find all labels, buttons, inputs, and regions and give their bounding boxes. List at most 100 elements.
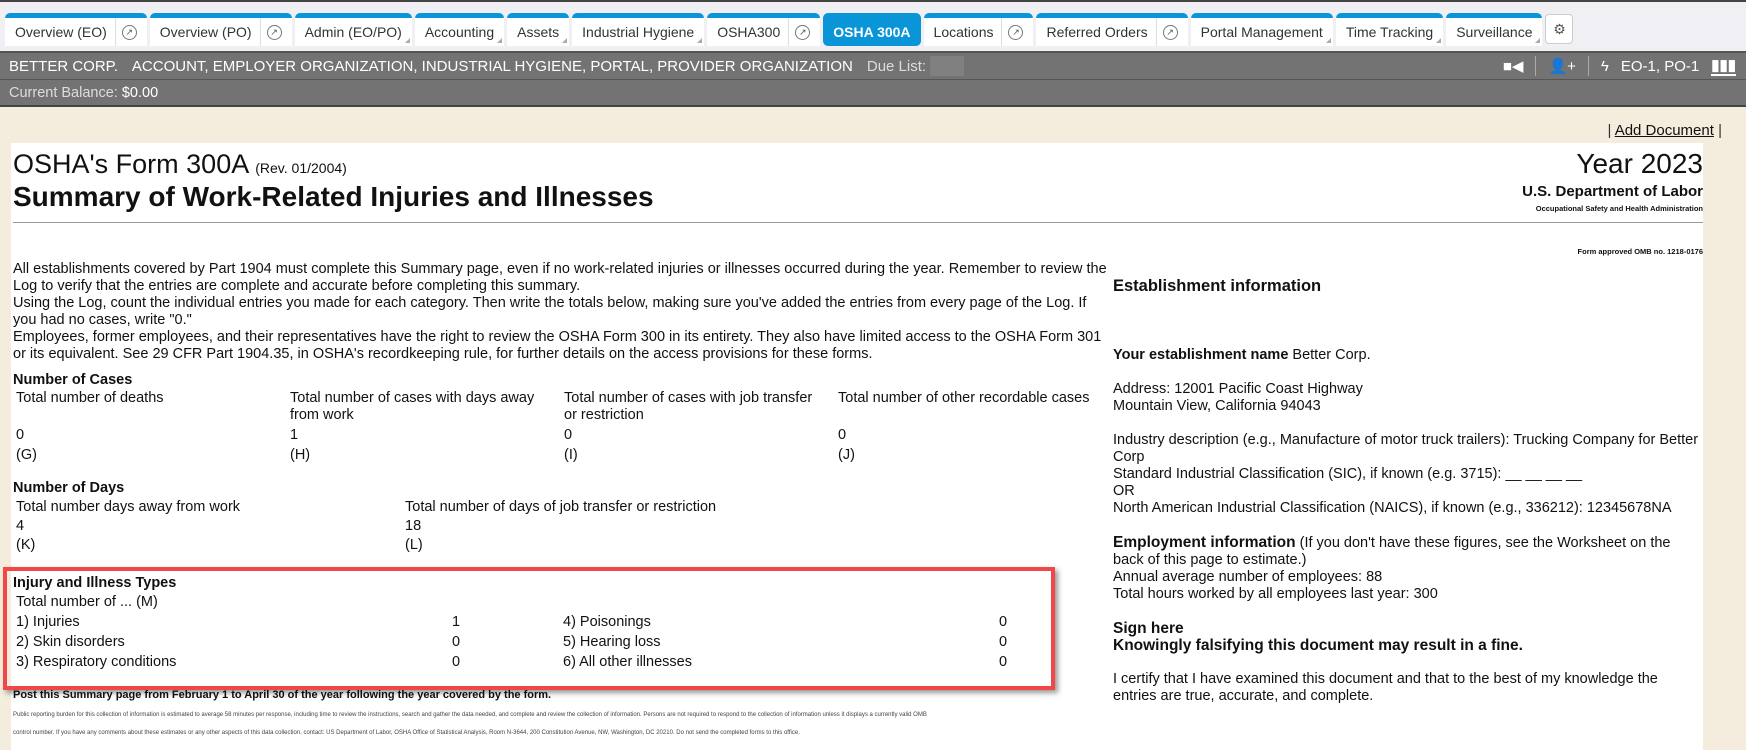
- case-label: Total number of cases with job transfer …: [564, 390, 813, 423]
- days-label: Total number of days of job transfer or …: [405, 499, 717, 515]
- tab-label: Surveillance: [1456, 24, 1533, 40]
- form-rev: (Rev. 01/2004): [255, 160, 347, 176]
- intro-p1: All establishments covered by Part 1904 …: [13, 261, 1107, 294]
- tab-label: Time Tracking: [1345, 24, 1434, 40]
- tab-admin-eo-po[interactable]: Admin (EO/PO): [294, 13, 412, 46]
- type-label: 5) Hearing loss: [563, 634, 661, 650]
- types-grid: 1) Injuries 1 2) Skin disorders 0 3) Respira…: [16, 614, 1046, 674]
- balance-bar: Current Balance: $0.00: [0, 80, 1746, 107]
- est-name-label: Your establishment name: [1113, 347, 1289, 363]
- case-value: 1: [290, 427, 299, 443]
- days-label: Total number days away from work: [16, 499, 241, 515]
- form-year: Year 2023: [1576, 148, 1703, 179]
- post-notice: Post this Summary page from February 1 t…: [13, 689, 552, 701]
- case-value: 0: [838, 427, 847, 443]
- type-value: 0: [999, 634, 1008, 650]
- burden-line-1: Public reporting burden for this collect…: [13, 712, 927, 718]
- type-label: 2) Skin disorders: [16, 634, 125, 650]
- form-300a-panel: OSHA's Form 300A (Rev. 01/2004) Summary …: [11, 143, 1703, 750]
- case-value: 0: [564, 427, 573, 443]
- type-value: 0: [452, 654, 461, 670]
- address-line-2: Mountain View, California 94043: [1113, 398, 1321, 414]
- add-user-icon[interactable]: 👤+: [1548, 58, 1576, 75]
- tab-time-tracking[interactable]: Time Tracking: [1335, 13, 1444, 46]
- sign-heading: Sign here: [1113, 620, 1184, 637]
- case-value: 0: [16, 427, 25, 443]
- falsify-warning: Knowingly falsifying this document may r…: [1113, 637, 1523, 654]
- tab-label: Overview (EO): [15, 24, 107, 40]
- arrow-circle-icon: ↗: [1008, 24, 1024, 40]
- address-line-1: Address: 12001 Pacific Coast Highway: [1113, 381, 1363, 397]
- employee-count: Annual average number of employees: 88: [1113, 569, 1383, 585]
- establishment-info: Your establishment name Better Corp. Add…: [1113, 347, 1703, 705]
- intro-p3: Employees, former employees, and their r…: [13, 329, 1102, 362]
- open-external-icon[interactable]: ↗: [114, 18, 137, 46]
- days-code: (K): [16, 537, 36, 553]
- tab-label: Admin (EO/PO): [304, 24, 402, 40]
- tab-bar: Overview (EO) ↗ Overview (PO) ↗ Admin (EO/PO…: [0, 13, 1746, 51]
- tab-referred-orders[interactable]: Referred Orders ↗: [1036, 13, 1188, 46]
- open-external-icon[interactable]: ↗: [1155, 18, 1178, 46]
- case-code: (G): [16, 447, 37, 463]
- days-value: 4: [16, 518, 25, 534]
- tab-accounting[interactable]: Accounting: [414, 13, 505, 46]
- open-external-icon[interactable]: ↗: [788, 18, 811, 46]
- days-value: 18: [405, 518, 422, 534]
- type-label: 1) Injuries: [16, 614, 80, 630]
- tab-assets[interactable]: Assets: [507, 13, 570, 46]
- tab-osha300[interactable]: OSHA300 ↗: [707, 13, 821, 46]
- tab-label: Locations: [933, 24, 994, 40]
- tab-label: Overview (PO): [159, 24, 252, 40]
- sic-code: Standard Industrial Classification (SIC)…: [1113, 466, 1583, 482]
- due-list-value[interactable]: [930, 56, 965, 76]
- cases-heading: Number of Cases: [13, 372, 133, 388]
- tab-overview-eo[interactable]: Overview (EO) ↗: [5, 13, 147, 46]
- days-grid: Total number days away from work 4 (K) Tota…: [16, 499, 1106, 559]
- tab-surveillance[interactable]: Surveillance: [1446, 13, 1543, 46]
- tab-portal-management[interactable]: Portal Management: [1190, 13, 1333, 46]
- employment-heading: Employment information: [1113, 534, 1296, 551]
- days-heading: Number of Days: [13, 480, 125, 496]
- lightning-icon[interactable]: ϟ: [1600, 57, 1609, 75]
- tab-industrial-hygiene[interactable]: Industrial Hygiene: [572, 13, 705, 46]
- add-document-link-wrap: | Add Document |: [1607, 122, 1722, 139]
- tab-settings-gear-icon[interactable]: ⚙: [1545, 14, 1574, 44]
- divider: [13, 222, 1703, 223]
- tab-label: Portal Management: [1200, 24, 1323, 40]
- chart-icon[interactable]: ▮▮▮: [1711, 57, 1736, 76]
- naics-code: North American Industrial Classification…: [1113, 500, 1672, 516]
- type-label: 6) All other illnesses: [563, 654, 692, 670]
- case-code: (H): [290, 447, 311, 463]
- form-title-text: OSHA's Form 300A: [13, 149, 248, 179]
- employment-note: (If you don't have these figures, see th…: [1113, 535, 1671, 568]
- burden-line-2: control number. If you have any comments…: [13, 730, 800, 736]
- form-title: OSHA's Form 300A (Rev. 01/2004): [13, 149, 347, 180]
- agency: Occupational Safety and Health Administr…: [1535, 204, 1703, 213]
- arrow-circle-icon: ↗: [121, 24, 137, 40]
- video-icon[interactable]: ■◀: [1502, 58, 1524, 75]
- add-document-link[interactable]: Add Document: [1614, 122, 1714, 139]
- tab-label: OSHA300: [717, 24, 781, 40]
- certification: I certify that I have examined this docu…: [1113, 671, 1658, 704]
- intro-p2: Using the Log, count the individual entr…: [13, 295, 1087, 328]
- highlight-box: [3, 567, 1055, 690]
- tab-overview-po[interactable]: Overview (PO) ↗: [149, 13, 292, 46]
- open-external-icon[interactable]: ↗: [259, 18, 282, 46]
- tab-label: Assets: [517, 24, 560, 40]
- open-external-icon[interactable]: ↗: [1001, 18, 1024, 46]
- case-label: Total number of other recordable cases: [838, 390, 1090, 406]
- days-code: (L): [405, 537, 423, 553]
- case-code: (J): [838, 447, 855, 463]
- type-value: 0: [452, 634, 461, 650]
- balance-label: Current Balance:: [9, 85, 118, 101]
- types-heading: Injury and Illness Types: [13, 575, 177, 591]
- types-subheading: Total number of ... (M): [16, 594, 158, 610]
- arrow-circle-icon: ↗: [795, 24, 811, 40]
- org-codes[interactable]: EO-1, PO-1: [1620, 57, 1700, 75]
- tab-locations[interactable]: Locations ↗: [923, 13, 1034, 46]
- intro: All establishments covered by Part 1904 …: [13, 261, 1113, 363]
- type-value: 0: [999, 654, 1008, 670]
- divider: [1587, 56, 1589, 76]
- tab-osha-300a[interactable]: OSHA 300A: [823, 13, 921, 46]
- case-code: (I): [564, 447, 578, 463]
